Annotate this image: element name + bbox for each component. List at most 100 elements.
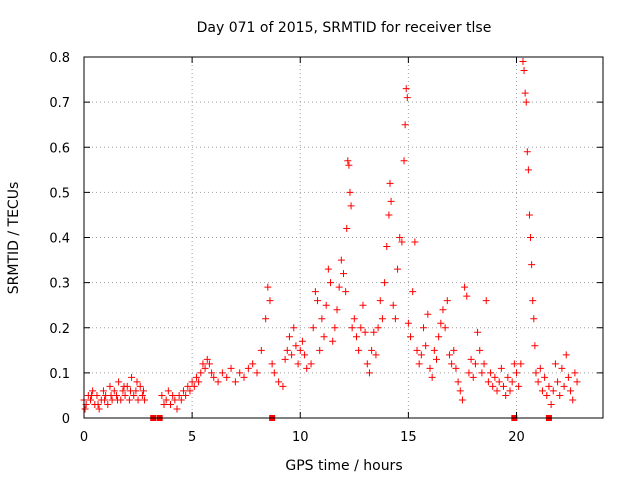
data-point [443,297,451,305]
chart-title: Day 071 of 2015, SRMTID for receiver tls… [197,20,492,36]
ticks-layer: 0 5 10 15 20 0 0.1 0.2 0.3 0.4 0.5 0.6 0.7 0.8 [49,51,603,445]
data-point [415,360,423,368]
data-point [195,378,203,386]
data-point [519,58,527,66]
data-point [478,369,486,377]
data-point [115,378,123,386]
data-point [231,378,239,386]
data-point [249,360,257,368]
x-tick-label: 10 [292,430,309,445]
data-point [329,337,337,345]
data-point [182,391,190,399]
data-point [534,378,542,386]
data-point [508,378,516,386]
data-point [510,360,518,368]
data-point [158,391,166,399]
y-tick-label: 0.2 [49,322,70,337]
data-point [294,360,302,368]
x-tick-label: 0 [80,430,88,445]
y-tick-label: 0.7 [49,96,70,111]
data-point [469,373,477,381]
data-point [396,234,404,241]
data-point [347,202,355,210]
data-point [288,351,296,359]
data-point [171,396,179,404]
data-point [136,382,144,390]
data-point [134,396,142,404]
data-point [316,346,324,354]
data-point [491,373,499,381]
data-point [253,369,261,377]
data-point [398,238,406,246]
data-point [188,378,196,386]
data-point [177,396,185,404]
data-point [493,387,501,395]
data-point [279,382,287,390]
data-point [208,369,216,377]
data-point [513,369,520,377]
data-point [138,391,146,399]
data-point [495,378,503,386]
data-point [527,234,535,241]
data-point [400,157,408,165]
data-point [381,279,389,287]
data-point [407,333,415,341]
data-point [374,324,382,332]
data-point [487,369,495,377]
data-point [81,405,89,413]
data-point [386,179,394,187]
x-axis-label: GPS time / hours [285,458,402,474]
data-point [201,364,209,372]
data-point [303,364,311,372]
data-point [268,360,276,368]
data-point [448,360,456,368]
data-point [186,387,194,395]
data-point [285,333,293,341]
data-point [173,405,181,413]
data-point [560,382,568,390]
data-point [130,391,138,399]
data-point [530,315,538,323]
data-point [430,346,438,354]
y-tick-label: 0.4 [49,232,70,247]
data-point [532,369,540,377]
data-point [368,346,376,354]
data-point [275,378,283,386]
data-point [298,337,306,345]
data-point [402,85,410,93]
data-point [199,360,207,368]
data-point [327,279,335,287]
x-tick-label: 20 [508,430,525,445]
data-point [551,360,559,368]
data-point [528,261,536,269]
data-point [86,396,94,404]
data-point [324,265,332,273]
data-point [521,89,529,97]
data-point [482,297,490,305]
y-tick-label: 0 [62,412,70,427]
data-point [270,369,278,377]
data-point [184,382,192,390]
data-point [169,391,177,399]
data-point [126,387,134,395]
data-point [203,355,211,363]
data-point [378,315,386,323]
data-point [545,382,553,390]
data-point [504,373,512,381]
data-point [554,378,562,386]
data-point [463,292,471,300]
data-point [474,328,482,336]
data-point [476,346,484,354]
data-point [94,400,102,408]
data-point [114,396,122,404]
data-point [322,301,330,309]
data-point [236,369,244,377]
data-point [541,373,549,381]
data-point [556,391,564,399]
data-point [461,283,469,291]
data-point [307,360,315,368]
data-point [543,391,551,399]
data-point [520,67,528,75]
data-point [564,373,572,381]
